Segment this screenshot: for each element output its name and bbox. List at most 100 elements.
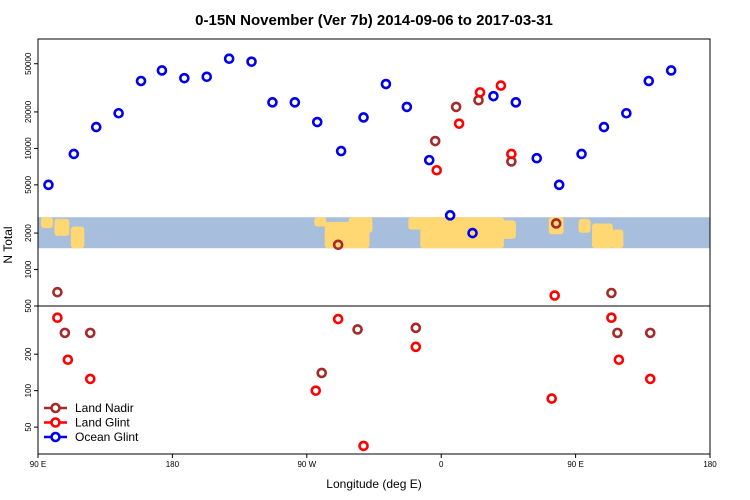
point-land-nadir-0 <box>52 286 63 298</box>
point-ocean-glint-25 <box>598 121 610 133</box>
map-land-0 <box>40 217 53 229</box>
point-land-nadir-8 <box>450 101 462 113</box>
point-ocean-glint-23 <box>553 179 565 191</box>
point-land-glint-10 <box>495 80 507 91</box>
point-land-nadir-3 <box>332 239 344 251</box>
point-ocean-glint-21 <box>510 97 522 108</box>
point-land-glint-6 <box>410 341 422 353</box>
y-tick-label-9: 50000 <box>24 52 33 75</box>
point-land-nadir-13 <box>612 327 623 339</box>
point-land-glint-9 <box>474 87 486 98</box>
map-land-8 <box>500 220 516 239</box>
point-land-nadir-5 <box>316 367 328 379</box>
point-land-nadir-11 <box>550 218 562 229</box>
map-land-4 <box>348 217 373 233</box>
x-tick-label-4: 90 E <box>567 460 583 469</box>
y-tick-label-7: 10000 <box>24 137 33 160</box>
point-land-glint-3 <box>310 385 322 396</box>
legend-marker-land-glint <box>50 417 61 428</box>
point-ocean-glint-24 <box>576 148 587 160</box>
point-ocean-glint-20 <box>488 90 499 102</box>
y-tick-label-4: 1000 <box>24 260 33 278</box>
plot-frame <box>37 38 711 455</box>
point-ocean-glint-18 <box>444 210 456 221</box>
x-tick-label-1: 180 <box>166 460 180 469</box>
point-land-glint-11 <box>506 148 517 160</box>
point-land-nadir-1 <box>59 327 71 339</box>
point-ocean-glint-19 <box>467 227 478 239</box>
y-tick-label-2: 200 <box>24 347 33 361</box>
data-points <box>43 53 677 452</box>
y-axis: 50 100 200 500 1000 2000 5000 10000 20000 50000 <box>24 52 38 432</box>
point-ocean-glint-2 <box>90 121 102 133</box>
point-land-nadir-4 <box>352 324 363 335</box>
y-tick-label-6: 5000 <box>24 175 33 193</box>
legend-label-land-nadir: Land Nadir <box>75 401 134 415</box>
point-land-glint-12 <box>546 393 558 404</box>
point-land-nadir-12 <box>606 287 617 299</box>
point-ocean-glint-9 <box>246 56 257 67</box>
y-tick-label-3: 500 <box>24 299 33 313</box>
x-axis-title: Longitude (deg E) <box>326 477 421 491</box>
x-tick-label-5: 180 <box>703 460 717 469</box>
map-land-1 <box>54 218 70 236</box>
point-land-nadir-6 <box>410 322 422 334</box>
legend-marker-land-nadir <box>50 402 61 414</box>
point-ocean-glint-8 <box>223 53 235 65</box>
map-land-10 <box>578 218 591 233</box>
point-land-glint-8 <box>453 118 465 129</box>
point-land-glint-2 <box>84 373 96 385</box>
point-ocean-glint-11 <box>289 97 301 108</box>
y-tick-label-5: 2000 <box>24 224 33 242</box>
point-land-glint-13 <box>549 290 560 301</box>
point-land-glint-4 <box>332 313 344 325</box>
point-ocean-glint-3 <box>113 107 124 119</box>
point-land-glint-16 <box>644 373 656 385</box>
point-ocean-glint-12 <box>311 116 323 128</box>
y-tick-label-1: 100 <box>24 383 33 397</box>
map-land-6 <box>420 217 504 249</box>
point-ocean-glint-14 <box>358 112 369 123</box>
point-land-glint-0 <box>52 312 63 324</box>
y-axis-title: N Total <box>1 226 15 263</box>
x-tick-label-0: 90 E <box>30 460 46 469</box>
legend-marker-ocean-glint <box>50 431 61 443</box>
point-ocean-glint-6 <box>179 72 190 84</box>
y-tick-label-8: 20000 <box>24 100 33 123</box>
point-ocean-glint-15 <box>380 78 392 90</box>
point-ocean-glint-7 <box>201 71 213 83</box>
map-land-11 <box>592 223 613 249</box>
point-land-glint-7 <box>431 164 443 176</box>
map-land-7 <box>408 217 427 230</box>
point-ocean-glint-1 <box>68 148 80 160</box>
point-ocean-glint-0 <box>43 179 54 191</box>
point-land-glint-5 <box>358 440 369 452</box>
chart-title: 0-15N November (Ver 7b) 2014-09-06 to 20… <box>195 12 553 29</box>
world-map-band <box>38 217 710 249</box>
point-land-nadir-7 <box>429 135 441 147</box>
point-land-nadir-14 <box>644 327 656 339</box>
map-land-2 <box>70 226 85 249</box>
point-ocean-glint-27 <box>643 75 655 87</box>
point-ocean-glint-26 <box>621 107 632 119</box>
x-tick-label-3: 0 <box>439 460 444 469</box>
point-ocean-glint-5 <box>156 65 168 76</box>
y-tick-label-0: 50 <box>24 422 33 431</box>
point-land-glint-15 <box>613 354 625 366</box>
x-tick-label-2: 90 W <box>297 460 316 469</box>
legend-label-ocean-glint: Ocean Glint <box>75 430 139 444</box>
point-land-nadir-2 <box>84 327 96 339</box>
point-ocean-glint-10 <box>267 97 278 108</box>
map-land-12 <box>611 229 624 249</box>
point-ocean-glint-16 <box>401 101 413 113</box>
point-ocean-glint-28 <box>665 65 677 76</box>
map-land-5 <box>314 217 327 227</box>
point-ocean-glint-4 <box>135 75 147 87</box>
point-ocean-glint-22 <box>531 152 543 164</box>
point-ocean-glint-17 <box>423 154 435 166</box>
point-land-glint-1 <box>62 354 74 366</box>
point-ocean-glint-13 <box>335 145 347 157</box>
x-axis: 90 E 180 90 W 0 90 E 180 <box>30 454 717 469</box>
